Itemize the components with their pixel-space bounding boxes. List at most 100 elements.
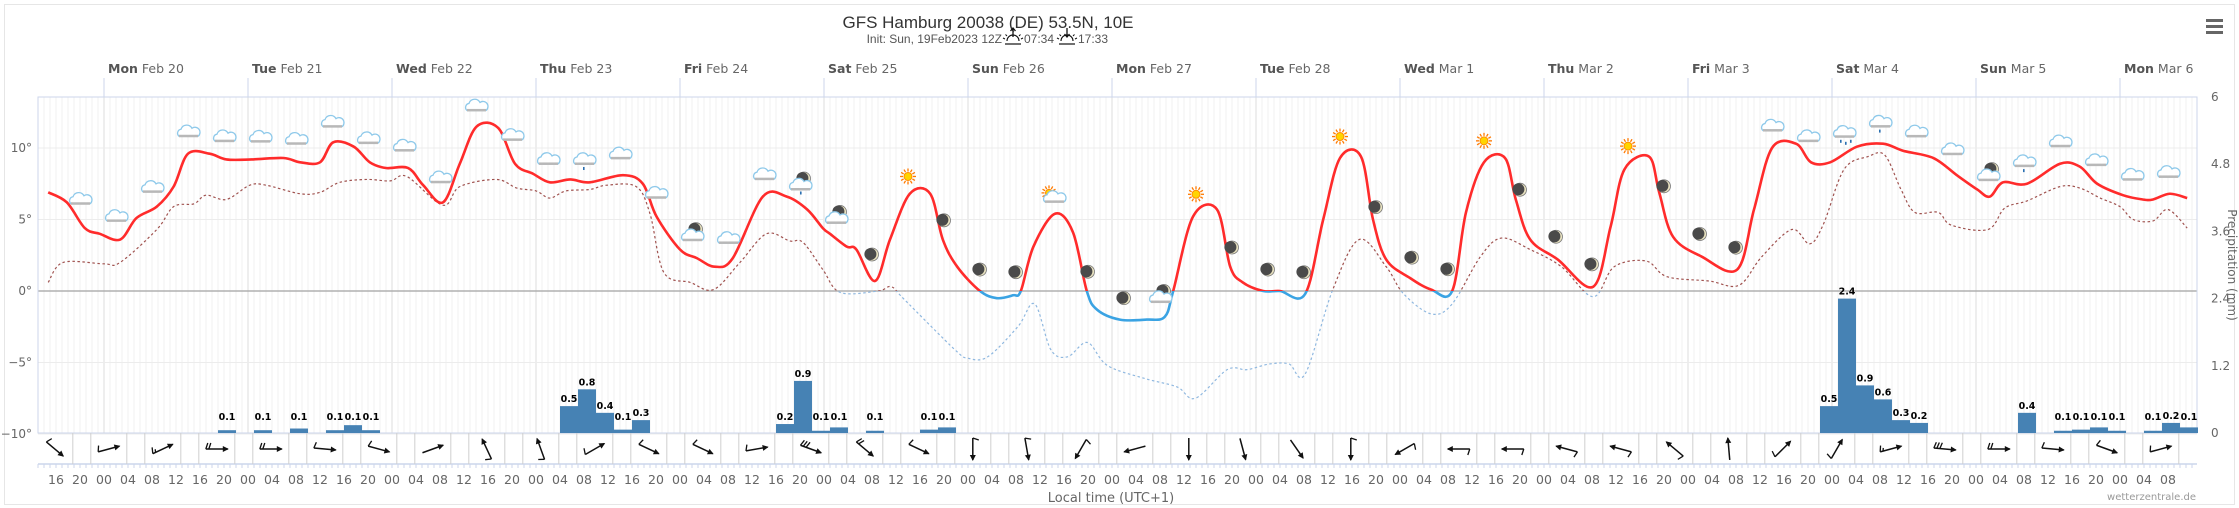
sun-ray [1488, 136, 1492, 139]
cloud-shape [2048, 134, 2073, 147]
weather-icon-moon [1116, 291, 1131, 306]
y2-tick-label: 0 [2211, 426, 2219, 440]
day-date: Feb 26 [999, 61, 1045, 76]
y-tick-label: −10° [1, 427, 32, 441]
wind-arrow [1289, 439, 1304, 459]
hour-tick-label: 16 [480, 472, 496, 487]
precipitation-bar-label: 0.1 [363, 412, 380, 423]
wind-arrow [1555, 444, 1578, 458]
day-date: Mar 3 [1710, 61, 1749, 76]
hour-tick-label: 16 [1488, 472, 1504, 487]
chart-subtitle: Init: Sun, 19Feb2023 12Z 07:34 17:33 [867, 26, 1108, 46]
hamburger-menu-icon[interactable] [2206, 19, 2223, 34]
sun-ray [1620, 141, 1624, 145]
precipitation-bar-label: 0.1 [2073, 412, 2090, 423]
y-tick-label: 5° [18, 213, 32, 227]
wind-barb [1879, 445, 1882, 452]
weather-icon-moon-cloud-rain [788, 171, 813, 195]
wind-barb [1573, 451, 1578, 458]
wind-barb [692, 439, 698, 445]
wind-arrow-head [2004, 446, 2011, 452]
hour-tick-label: 04 [1560, 472, 1576, 487]
hour-tick-label: 16 [336, 472, 352, 487]
cloud-shape [536, 152, 561, 165]
weather-icon-cloud [212, 129, 237, 143]
weather-icon-cloud [1796, 129, 1821, 143]
credit-link[interactable]: wetterzentrale.de [2107, 492, 2196, 503]
precipitation-bar-label: 0.5 [561, 394, 578, 405]
hour-tick-label: 08 [1728, 472, 1744, 487]
cloud-base [395, 149, 414, 152]
hour-tick-label: 00 [1248, 472, 1264, 487]
wind-arrow [1987, 442, 2011, 452]
sun-ray [1335, 129, 1339, 133]
hour-tick-label: 12 [1752, 472, 1768, 487]
sun-ray [1197, 187, 1201, 191]
cloud-base [2159, 175, 2178, 178]
wind-arrow [422, 444, 445, 454]
wind-arrow-head [2058, 446, 2065, 453]
sun-ray [1629, 138, 1633, 143]
precipitation-bar [578, 389, 596, 433]
wind-barb [1521, 448, 1525, 456]
hour-tick-label: 16 [1056, 472, 1072, 487]
cloud-base [791, 187, 810, 191]
cloud-base [1151, 300, 1170, 304]
wind-arrow-head [1500, 446, 1507, 452]
cloud-shape [824, 211, 849, 224]
weather-icon-moon [1692, 227, 1707, 241]
cloud-shape [572, 152, 597, 165]
precipitation-bar-label: 0.1 [219, 412, 236, 423]
weather-icon-moon [1080, 264, 1095, 279]
hour-tick-label: 20 [216, 472, 232, 487]
hour-tick-label: 00 [672, 472, 688, 487]
weather-icon-sun [1188, 186, 1204, 203]
precipitation-bar-label: 0.2 [1911, 411, 1928, 422]
precipitation-bar-label: 0.1 [327, 412, 344, 423]
cloud-shape [464, 98, 489, 112]
sun-ray [1341, 140, 1345, 144]
precipitation-bar-label: 0.1 [2145, 412, 2162, 423]
precipitation-bar-label: 0.1 [2091, 412, 2108, 423]
precipitation-bar-label: 2.4 [1839, 287, 1856, 298]
precipitation-bar [1892, 420, 1910, 433]
wind-arrow-head [1185, 455, 1192, 461]
sun-ray [903, 169, 907, 173]
hour-tick-label: 00 [528, 472, 544, 487]
weather-icon-cloud [140, 180, 165, 193]
weather-icon-sun [900, 168, 916, 185]
weather-icon-cloud [500, 128, 525, 141]
hour-tick-label: 20 [2088, 472, 2104, 487]
cloud-base [251, 140, 270, 143]
wind-barb [1771, 450, 1776, 458]
wind-arrow [1665, 441, 1684, 460]
wind-arrow [2095, 439, 2119, 454]
hour-tick-label: 12 [1896, 472, 1912, 487]
weather-icon-sun [1620, 138, 1636, 155]
precipitation-bar-label: 0.2 [2163, 411, 2180, 422]
weather-icon-sun-cloud [1041, 185, 1067, 203]
hour-tick-label: 16 [1776, 472, 1792, 487]
wind-arrow [969, 437, 980, 461]
day-weekday: Tue [252, 61, 277, 76]
hour-tick-label: 12 [744, 472, 760, 487]
wind-arrow-head [652, 448, 660, 455]
cloud-shape [644, 185, 669, 199]
moon-shadow [1008, 265, 1021, 278]
hour-tick-label: 16 [1920, 472, 1936, 487]
weather-icon-cloud [104, 209, 129, 222]
weather-icon-cloud [2156, 165, 2181, 178]
hour-tick-label: 08 [288, 472, 304, 487]
wind-arrow [1347, 437, 1358, 461]
dewpoint-line-below-zero [836, 291, 1601, 400]
weather-icon-cloud [752, 167, 777, 181]
wind-arrow-head [1074, 452, 1081, 460]
cloud-shape [2012, 154, 2037, 167]
wind-half-barb [154, 449, 157, 453]
weather-icon-cloud [392, 138, 417, 152]
rain-drop [1840, 139, 1842, 143]
wind-arrow [151, 443, 174, 455]
hour-tick-label: 20 [1944, 472, 1960, 487]
precipitation-bar [2108, 430, 2126, 433]
hour-tick-label: 04 [2136, 472, 2152, 487]
